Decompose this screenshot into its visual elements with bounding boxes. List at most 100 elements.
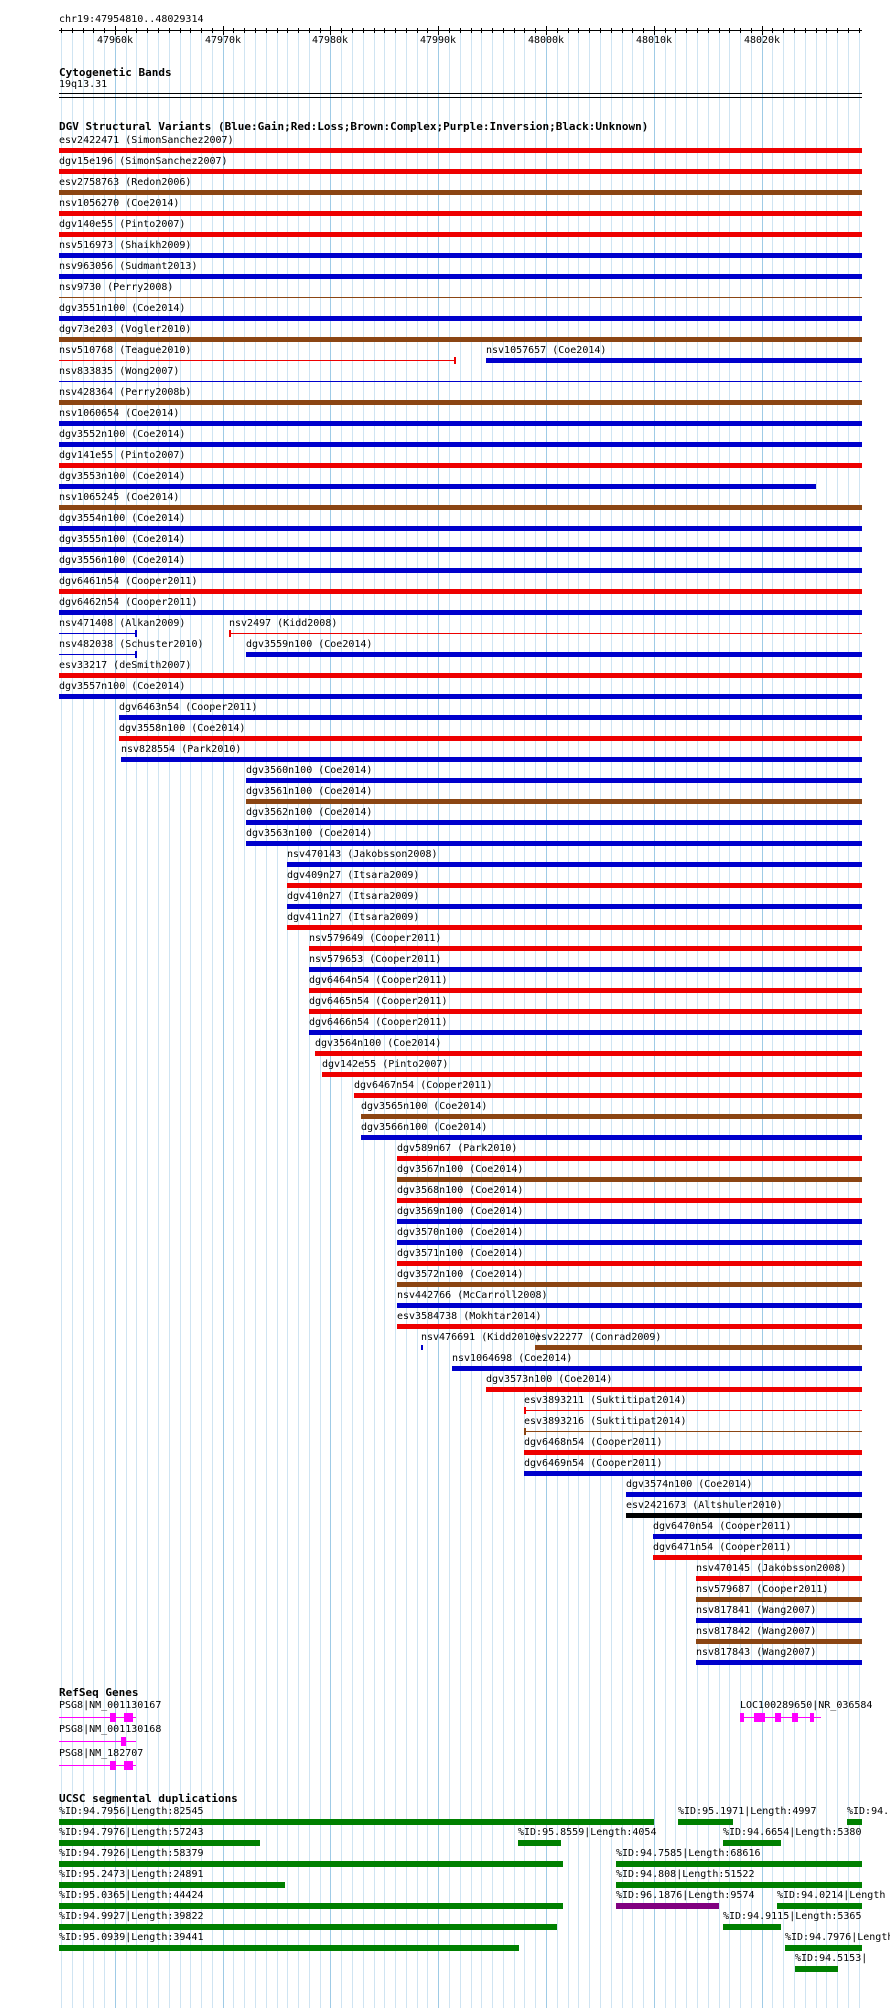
- segdup-feature-bar[interactable]: [616, 1882, 862, 1888]
- dgv-feature-label[interactable]: dgv6462n54 (Cooper2011): [59, 597, 198, 608]
- dgv-feature-bar[interactable]: [59, 484, 816, 489]
- dgv-feature-bar[interactable]: [397, 1219, 862, 1224]
- dgv-feature-label[interactable]: esv22277 (Conrad2009): [535, 1332, 662, 1343]
- dgv-feature-bar[interactable]: [397, 1261, 862, 1266]
- dgv-feature-bar[interactable]: [361, 1135, 862, 1140]
- dgv-feature-label[interactable]: dgv6464n54 (Cooper2011): [309, 975, 448, 986]
- segdup-feature-label[interactable]: %ID:94.7976|Length: [785, 1932, 890, 1943]
- dgv-feature-label[interactable]: nsv516973 (Shaikh2009): [59, 240, 192, 251]
- dgv-feature-bar[interactable]: [626, 1513, 862, 1518]
- dgv-feature-bar[interactable]: [696, 1660, 862, 1665]
- dgv-feature-label[interactable]: dgv6468n54 (Cooper2011): [524, 1437, 663, 1448]
- refseq-gene-label[interactable]: PSG8|NM_001130167: [59, 1700, 162, 1711]
- dgv-feature-label[interactable]: dgv3561n100 (Coe2014): [246, 786, 373, 797]
- segdup-feature-label[interactable]: %ID:94.7976|Length:57243: [59, 1827, 204, 1838]
- dgv-feature-label[interactable]: dgv3571n100 (Coe2014): [397, 1248, 524, 1259]
- dgv-feature-label[interactable]: nsv817843 (Wang2007): [696, 1647, 817, 1658]
- dgv-feature-label[interactable]: nsv1064698 (Coe2014): [452, 1353, 573, 1364]
- refseq-gene-exon[interactable]: [740, 1713, 744, 1722]
- segdup-feature-bar[interactable]: [59, 1945, 519, 1951]
- dgv-feature-bar[interactable]: [535, 1345, 862, 1350]
- refseq-gene-exon[interactable]: [754, 1713, 765, 1722]
- segdup-feature-label[interactable]: %ID:94.: [847, 1806, 890, 1817]
- dgv-feature-bar[interactable]: [59, 360, 454, 361]
- dgv-feature-label[interactable]: dgv3559n100 (Coe2014): [246, 639, 373, 650]
- dgv-feature-bar[interactable]: [59, 297, 862, 298]
- dgv-feature-bar[interactable]: [287, 904, 862, 909]
- dgv-feature-label[interactable]: dgv3568n100 (Coe2014): [397, 1185, 524, 1196]
- dgv-feature-label[interactable]: nsv579649 (Cooper2011): [309, 933, 442, 944]
- dgv-feature-label[interactable]: dgv3569n100 (Coe2014): [397, 1206, 524, 1217]
- dgv-feature-bar[interactable]: [59, 526, 862, 531]
- segdup-feature-bar[interactable]: [518, 1840, 561, 1846]
- refseq-gene-label[interactable]: LOC100289650|NR_036584: [740, 1700, 873, 1711]
- dgv-feature-label[interactable]: nsv510768 (Teague2010): [59, 345, 192, 356]
- dgv-feature-bar[interactable]: [119, 736, 862, 741]
- dgv-feature-label[interactable]: dgv3570n100 (Coe2014): [397, 1227, 524, 1238]
- segdup-feature-bar[interactable]: [59, 1840, 260, 1846]
- segdup-feature-bar[interactable]: [777, 1903, 862, 1909]
- dgv-feature-label[interactable]: nsv442766 (McCarroll2008): [397, 1290, 548, 1301]
- refseq-gene-exon[interactable]: [124, 1761, 133, 1770]
- dgv-feature-bar[interactable]: [246, 799, 862, 804]
- dgv-feature-label[interactable]: dgv3552n100 (Coe2014): [59, 429, 186, 440]
- dgv-feature-bar[interactable]: [246, 841, 862, 846]
- dgv-feature-bar[interactable]: [59, 694, 862, 699]
- dgv-feature-label[interactable]: dgv3554n100 (Coe2014): [59, 513, 186, 524]
- dgv-feature-bar[interactable]: [653, 1555, 862, 1560]
- dgv-feature-label[interactable]: dgv6471n54 (Cooper2011): [653, 1542, 792, 1553]
- segdup-feature-label[interactable]: %ID:95.0939|Length:39441: [59, 1932, 204, 1943]
- dgv-feature-label[interactable]: dgv3551n100 (Coe2014): [59, 303, 186, 314]
- dgv-feature-label[interactable]: dgv142e55 (Pinto2007): [322, 1059, 449, 1070]
- dgv-feature-bar[interactable]: [59, 274, 862, 279]
- dgv-feature-bar[interactable]: [486, 358, 862, 363]
- dgv-feature-bar[interactable]: [287, 883, 862, 888]
- segdup-feature-bar[interactable]: [723, 1924, 781, 1930]
- dgv-feature-label[interactable]: dgv3556n100 (Coe2014): [59, 555, 186, 566]
- dgv-feature-label[interactable]: dgv3572n100 (Coe2014): [397, 1269, 524, 1280]
- dgv-feature-bar[interactable]: [397, 1198, 862, 1203]
- dgv-feature-bar[interactable]: [315, 1051, 862, 1056]
- dgv-feature-label[interactable]: esv3893211 (Suktitipat2014): [524, 1395, 687, 1406]
- dgv-feature-label[interactable]: dgv73e203 (Vogler2010): [59, 324, 192, 335]
- segdup-feature-bar[interactable]: [59, 1861, 563, 1867]
- segdup-feature-bar[interactable]: [795, 1966, 838, 1972]
- dgv-feature-bar[interactable]: [59, 381, 862, 382]
- dgv-feature-bar[interactable]: [524, 1410, 862, 1411]
- dgv-feature-label[interactable]: dgv3560n100 (Coe2014): [246, 765, 373, 776]
- dgv-feature-label[interactable]: dgv6461n54 (Cooper2011): [59, 576, 198, 587]
- dgv-feature-bar[interactable]: [246, 820, 862, 825]
- segdup-feature-label[interactable]: %ID:96.1876|Length:9574: [616, 1890, 755, 1901]
- dgv-feature-label[interactable]: dgv6469n54 (Cooper2011): [524, 1458, 663, 1469]
- dgv-feature-label[interactable]: dgv3574n100 (Coe2014): [626, 1479, 753, 1490]
- dgv-feature-bar[interactable]: [309, 967, 862, 972]
- dgv-feature-bar[interactable]: [59, 463, 862, 468]
- dgv-feature-label[interactable]: dgv6470n54 (Cooper2011): [653, 1521, 792, 1532]
- dgv-feature-bar[interactable]: [486, 1387, 862, 1392]
- segdup-feature-bar[interactable]: [785, 1945, 862, 1951]
- segdup-feature-label[interactable]: %ID:94.808|Length:51522: [616, 1869, 755, 1880]
- dgv-feature-label[interactable]: esv3584738 (Mokhtar2014): [397, 1311, 542, 1322]
- refseq-gene-label[interactable]: PSG8|NM_001130168: [59, 1724, 162, 1735]
- dgv-feature-bar[interactable]: [287, 925, 862, 930]
- dgv-feature-label[interactable]: nsv579653 (Cooper2011): [309, 954, 442, 965]
- segdup-feature-bar[interactable]: [59, 1882, 285, 1888]
- dgv-feature-label[interactable]: dgv15e196 (SimonSanchez2007): [59, 156, 228, 167]
- segdup-feature-label[interactable]: %ID:94.7585|Length:68616: [616, 1848, 761, 1859]
- dgv-feature-label[interactable]: nsv2497 (Kidd2008): [229, 618, 338, 629]
- dgv-feature-label[interactable]: nsv1056270 (Coe2014): [59, 198, 180, 209]
- dgv-feature-bar[interactable]: [59, 253, 862, 258]
- dgv-feature-label[interactable]: dgv6466n54 (Cooper2011): [309, 1017, 448, 1028]
- dgv-feature-bar[interactable]: [696, 1576, 862, 1581]
- dgv-feature-label[interactable]: esv2758763 (Redon2006): [59, 177, 192, 188]
- dgv-feature-bar[interactable]: [696, 1618, 862, 1623]
- segdup-feature-bar[interactable]: [616, 1861, 862, 1867]
- dgv-feature-bar[interactable]: [696, 1597, 862, 1602]
- segdup-feature-label[interactable]: %ID:95.0365|Length:44424: [59, 1890, 204, 1901]
- dgv-feature-label[interactable]: dgv6465n54 (Cooper2011): [309, 996, 448, 1007]
- dgv-feature-label[interactable]: nsv817842 (Wang2007): [696, 1626, 817, 1637]
- refseq-gene-exon[interactable]: [110, 1761, 116, 1770]
- dgv-feature-bar[interactable]: [59, 316, 862, 321]
- dgv-feature-bar[interactable]: [59, 337, 862, 342]
- segdup-feature-label[interactable]: %ID:94.7926|Length:58379: [59, 1848, 204, 1859]
